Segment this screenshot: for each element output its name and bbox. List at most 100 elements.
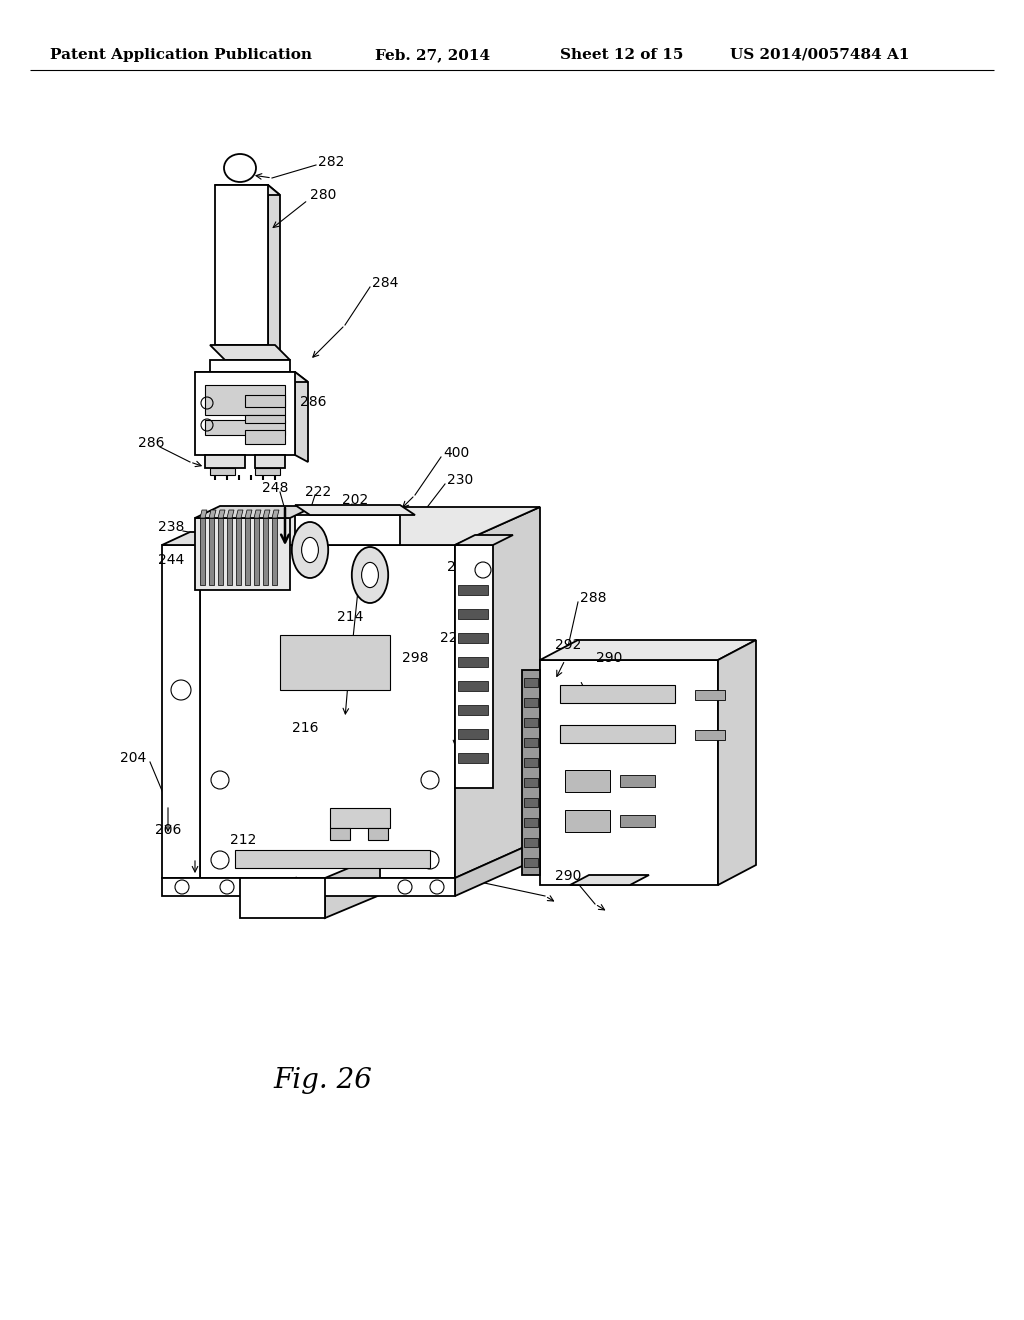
Bar — [524, 718, 538, 727]
Text: 216: 216 — [292, 721, 318, 735]
Polygon shape — [205, 455, 245, 469]
Polygon shape — [209, 517, 214, 585]
Bar — [458, 634, 488, 643]
Polygon shape — [195, 372, 295, 455]
Bar — [330, 808, 390, 828]
Ellipse shape — [224, 154, 256, 182]
Polygon shape — [195, 517, 290, 590]
Ellipse shape — [302, 537, 318, 562]
Polygon shape — [263, 510, 270, 517]
Bar — [565, 770, 610, 792]
Text: 288: 288 — [580, 591, 606, 605]
Bar — [524, 758, 538, 767]
Text: Fig. 26: Fig. 26 — [273, 1067, 373, 1093]
Polygon shape — [570, 875, 649, 884]
Polygon shape — [540, 660, 718, 884]
Bar — [458, 609, 488, 619]
Text: 230: 230 — [447, 473, 473, 487]
Bar — [695, 690, 725, 700]
Bar — [458, 681, 488, 690]
Polygon shape — [215, 185, 268, 345]
Bar — [458, 729, 488, 739]
Polygon shape — [200, 507, 540, 545]
Text: 206: 206 — [155, 822, 181, 837]
Polygon shape — [236, 510, 243, 517]
Bar — [458, 585, 488, 595]
Polygon shape — [455, 545, 493, 788]
Bar — [524, 838, 538, 847]
Polygon shape — [200, 840, 540, 878]
Polygon shape — [210, 469, 234, 475]
Polygon shape — [162, 878, 455, 896]
Polygon shape — [295, 506, 415, 515]
Bar — [524, 698, 538, 708]
Ellipse shape — [361, 562, 379, 587]
Bar — [458, 657, 488, 667]
Polygon shape — [255, 469, 280, 475]
Text: 284: 284 — [372, 276, 398, 290]
Polygon shape — [195, 506, 315, 517]
Polygon shape — [162, 545, 200, 878]
Polygon shape — [718, 640, 756, 884]
Text: 208: 208 — [352, 566, 379, 579]
Polygon shape — [268, 185, 280, 355]
Bar — [330, 828, 350, 840]
Text: 232: 232 — [457, 508, 483, 521]
Polygon shape — [210, 360, 290, 372]
Bar — [205, 420, 285, 436]
Polygon shape — [455, 507, 540, 878]
Polygon shape — [295, 372, 308, 462]
Polygon shape — [236, 517, 241, 585]
Text: US 2014/0057484 A1: US 2014/0057484 A1 — [730, 48, 909, 62]
Text: 212: 212 — [230, 833, 256, 847]
Polygon shape — [210, 345, 290, 360]
Polygon shape — [200, 517, 205, 585]
Text: 224: 224 — [447, 560, 473, 574]
Polygon shape — [522, 671, 540, 875]
Text: 204: 204 — [120, 751, 146, 766]
Bar — [234, 850, 430, 869]
Polygon shape — [295, 515, 400, 545]
Bar — [245, 395, 285, 407]
Text: 280: 280 — [310, 187, 336, 202]
Bar — [524, 818, 538, 828]
Text: 248: 248 — [262, 480, 289, 495]
Bar — [695, 730, 725, 741]
Polygon shape — [218, 517, 223, 585]
Text: 400: 400 — [443, 446, 469, 459]
Text: 298: 298 — [402, 651, 428, 665]
Polygon shape — [254, 510, 261, 517]
Polygon shape — [254, 517, 259, 585]
Polygon shape — [200, 545, 455, 878]
Polygon shape — [272, 517, 278, 585]
Bar — [524, 738, 538, 747]
Text: Feb. 27, 2014: Feb. 27, 2014 — [375, 48, 490, 62]
Text: 214: 214 — [337, 610, 364, 624]
Polygon shape — [240, 878, 325, 917]
Polygon shape — [540, 640, 756, 660]
Text: 282: 282 — [318, 154, 344, 169]
Polygon shape — [227, 510, 234, 517]
Text: 244: 244 — [158, 553, 184, 568]
Polygon shape — [455, 535, 513, 545]
Text: Sheet 12 of 15: Sheet 12 of 15 — [560, 48, 683, 62]
Bar — [524, 799, 538, 807]
Polygon shape — [255, 455, 285, 469]
Text: 220: 220 — [440, 631, 466, 645]
Polygon shape — [227, 517, 232, 585]
Polygon shape — [215, 185, 280, 195]
Polygon shape — [455, 840, 540, 896]
Polygon shape — [195, 372, 308, 381]
Polygon shape — [209, 510, 216, 517]
Text: 286: 286 — [138, 436, 165, 450]
Text: Patent Application Publication: Patent Application Publication — [50, 48, 312, 62]
Text: 286: 286 — [300, 395, 327, 409]
Bar — [524, 678, 538, 686]
Text: 290: 290 — [596, 651, 623, 665]
Polygon shape — [218, 510, 225, 517]
Bar — [245, 414, 285, 422]
Bar — [560, 685, 675, 704]
Text: 222: 222 — [305, 484, 331, 499]
Polygon shape — [162, 532, 228, 545]
Bar — [368, 828, 388, 840]
